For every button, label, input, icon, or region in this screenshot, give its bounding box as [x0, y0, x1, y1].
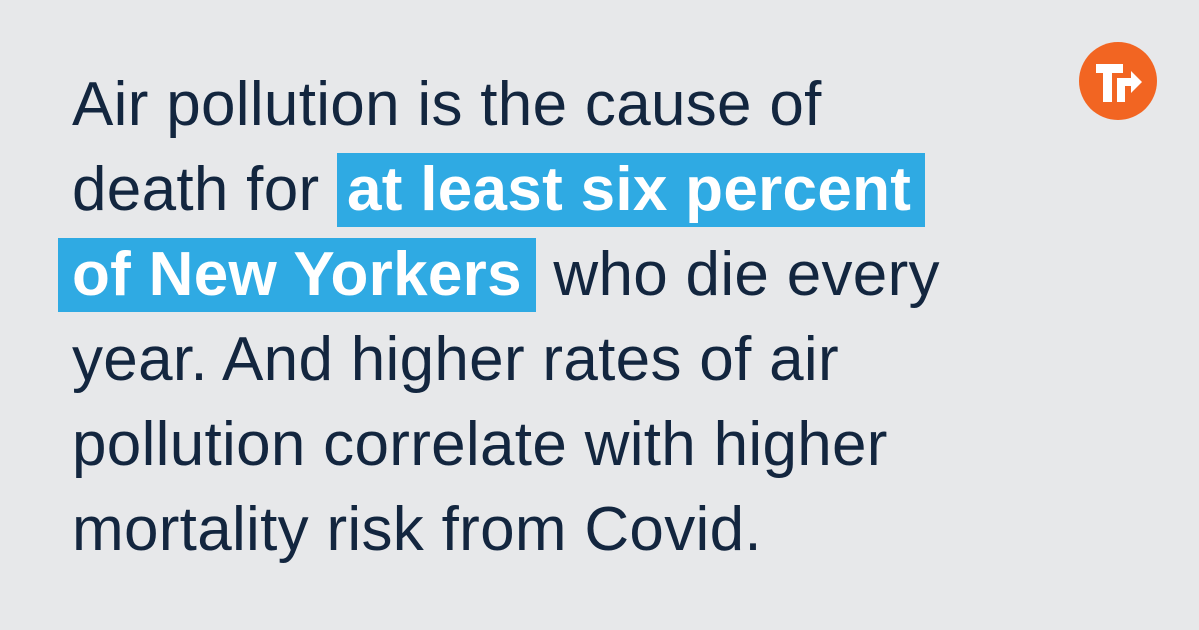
turn-right-arrow-t-icon — [1079, 42, 1157, 120]
quote-line-4-text: year. And higher rates of air — [72, 325, 839, 394]
quote-line-3-text: who die every — [535, 240, 940, 309]
highlight-statistic-part-2: of New Yorkers — [58, 238, 536, 312]
quote-text: Air pollution is the cause of death for … — [58, 62, 1122, 572]
quote-line-5-text: pollution correlate with higher — [72, 410, 888, 479]
quote-line-2: death for at least six percent — [72, 147, 1122, 232]
quote-line-1-text: Air pollution is the cause of — [72, 70, 822, 139]
quote-line-4: year. And higher rates of air — [72, 317, 1122, 402]
quote-line-6: mortality risk from Covid. — [72, 487, 1122, 572]
quote-line-2-text: death for — [72, 155, 337, 224]
quote-line-3: of New Yorkers who die every — [58, 232, 1122, 317]
highlight-statistic-part-1: at least six percent — [336, 153, 926, 227]
quote-line-1: Air pollution is the cause of — [72, 62, 1122, 147]
quote-line-5: pollution correlate with higher — [72, 402, 1122, 487]
quote-line-6-text: mortality risk from Covid. — [72, 495, 762, 564]
